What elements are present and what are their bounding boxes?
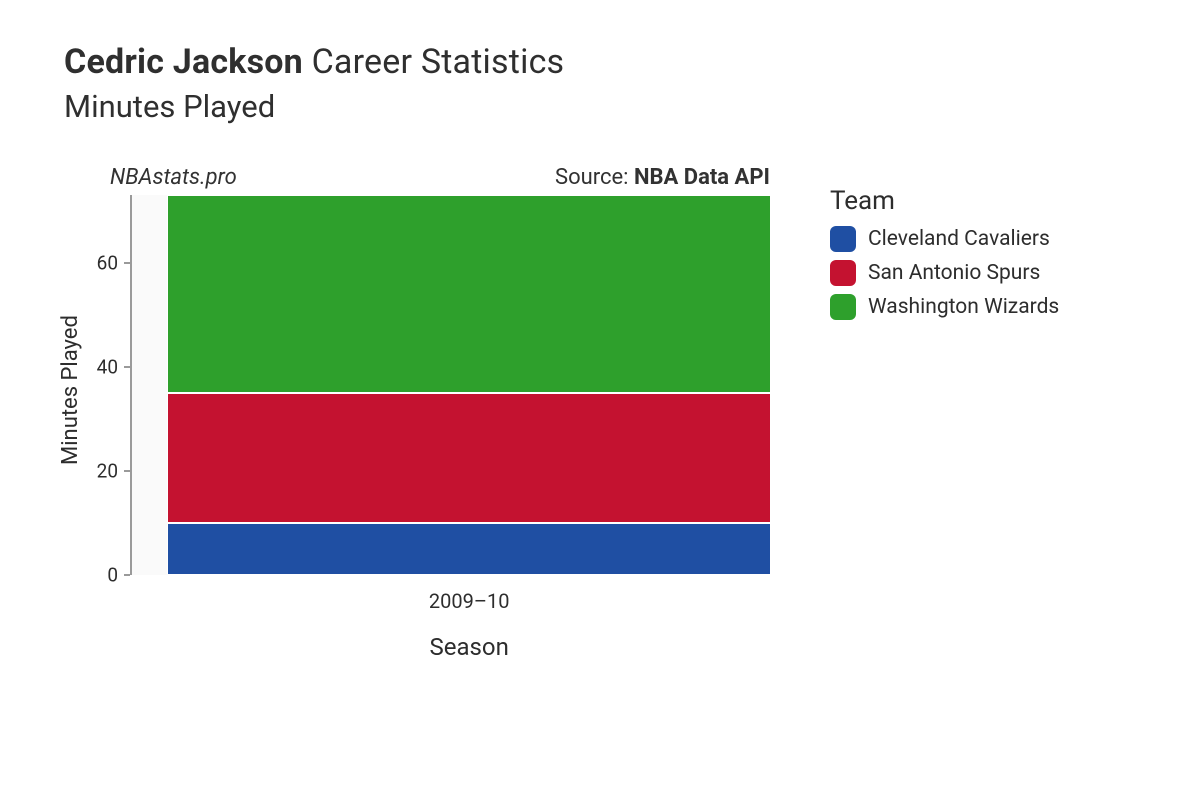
legend-label: Cleveland Cavaliers: [868, 227, 1050, 251]
legend-swatch: [830, 294, 856, 320]
x-axis-label: Season: [430, 633, 509, 661]
legend-item: Cleveland Cavaliers: [830, 226, 1059, 252]
y-tick: [124, 574, 130, 576]
y-tick: [124, 470, 130, 472]
bar-segment: [167, 393, 771, 523]
legend-items: Cleveland Cavaliers San Antonio Spurs Wash…: [830, 226, 1059, 320]
y-tick-label: 40: [97, 355, 118, 378]
legend-item: Washington Wizards: [830, 294, 1059, 320]
bar-group: [167, 195, 771, 575]
y-axis-line: [130, 195, 132, 575]
y-tick: [124, 262, 130, 264]
y-tick-label: 60: [97, 251, 118, 274]
page-root: Cedric Jackson Career Statistics Minutes…: [0, 0, 1200, 800]
legend: Team Cleveland Cavaliers San Antonio Spur…: [830, 186, 1059, 328]
y-axis-label: Minutes Played: [58, 315, 83, 465]
x-tick-label: 2009–10: [429, 589, 510, 613]
legend-swatch: [830, 226, 856, 252]
legend-swatch: [830, 260, 856, 286]
chart-area: 0 20 40 60 Minutes Played 2009–10 Season: [0, 0, 1200, 800]
legend-title: Team: [830, 186, 1059, 216]
y-tick-label: 0: [107, 564, 118, 587]
y-tick-label: 20: [97, 459, 118, 482]
bar-segment: [167, 195, 771, 393]
legend-label: San Antonio Spurs: [868, 261, 1040, 285]
y-tick: [124, 366, 130, 368]
bar-segment: [167, 523, 771, 575]
legend-label: Washington Wizards: [868, 295, 1059, 319]
legend-item: San Antonio Spurs: [830, 260, 1059, 286]
